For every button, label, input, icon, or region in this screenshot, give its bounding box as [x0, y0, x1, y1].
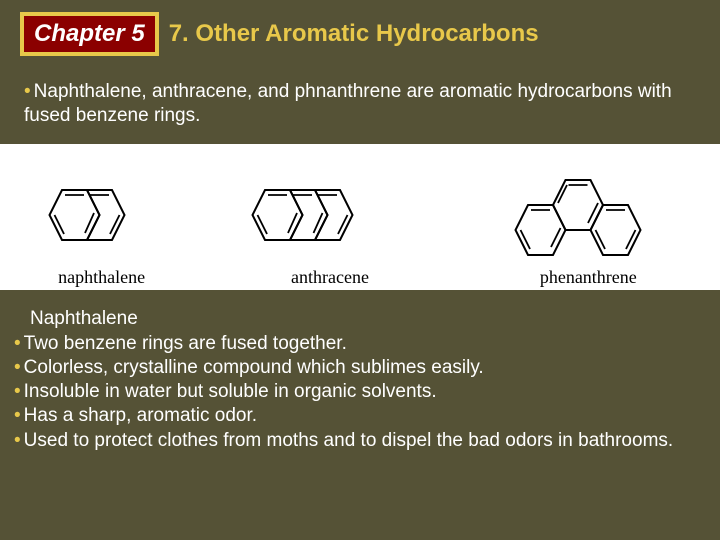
anthracene-svg	[235, 170, 425, 265]
molecule-phenanthrene: phenanthrene	[488, 150, 688, 288]
molecule-diagrams: naphthalene anthracene	[0, 144, 720, 290]
details-title: Naphthalene	[30, 308, 700, 330]
slide-header: Chapter 5 7. Other Aromatic Hydrocarbons	[0, 0, 720, 64]
list-item: •Has a sharp, aromatic odor.	[14, 404, 700, 428]
list-item: •Colorless, crystalline compound which s…	[14, 356, 700, 380]
details-list: •Two benzene rings are fused together. •…	[14, 332, 700, 454]
section-title: 7. Other Aromatic Hydrocarbons	[169, 20, 539, 48]
bullet-icon: •	[24, 81, 31, 102]
list-item: •Insoluble in water but soluble in organ…	[14, 380, 700, 404]
intro-text: •Naphthalene, anthracene, and phnanthren…	[24, 80, 696, 128]
phenanthrene-svg	[488, 150, 688, 265]
molecule-label: anthracene	[235, 267, 425, 288]
chapter-badge: Chapter 5	[20, 12, 159, 56]
bullet-icon: •	[14, 333, 21, 354]
details-block: Naphthalene •Two benzene rings are fused…	[0, 296, 720, 454]
molecule-anthracene: anthracene	[235, 170, 425, 288]
bullet-icon: •	[14, 357, 21, 378]
list-item: •Two benzene rings are fused together.	[14, 332, 700, 356]
bullet-icon: •	[14, 381, 21, 402]
molecule-label: phenanthrene	[488, 267, 688, 288]
molecule-label: naphthalene	[32, 267, 172, 288]
intro-content: Naphthalene, anthracene, and phnanthrene…	[24, 81, 672, 126]
bullet-icon: •	[14, 405, 21, 426]
naphthalene-svg	[32, 170, 172, 265]
bullet-icon: •	[14, 430, 21, 451]
list-item: •Used to protect clothes from moths and …	[14, 429, 700, 453]
molecule-naphthalene: naphthalene	[32, 170, 172, 288]
intro-block: •Naphthalene, anthracene, and phnanthren…	[0, 64, 720, 138]
